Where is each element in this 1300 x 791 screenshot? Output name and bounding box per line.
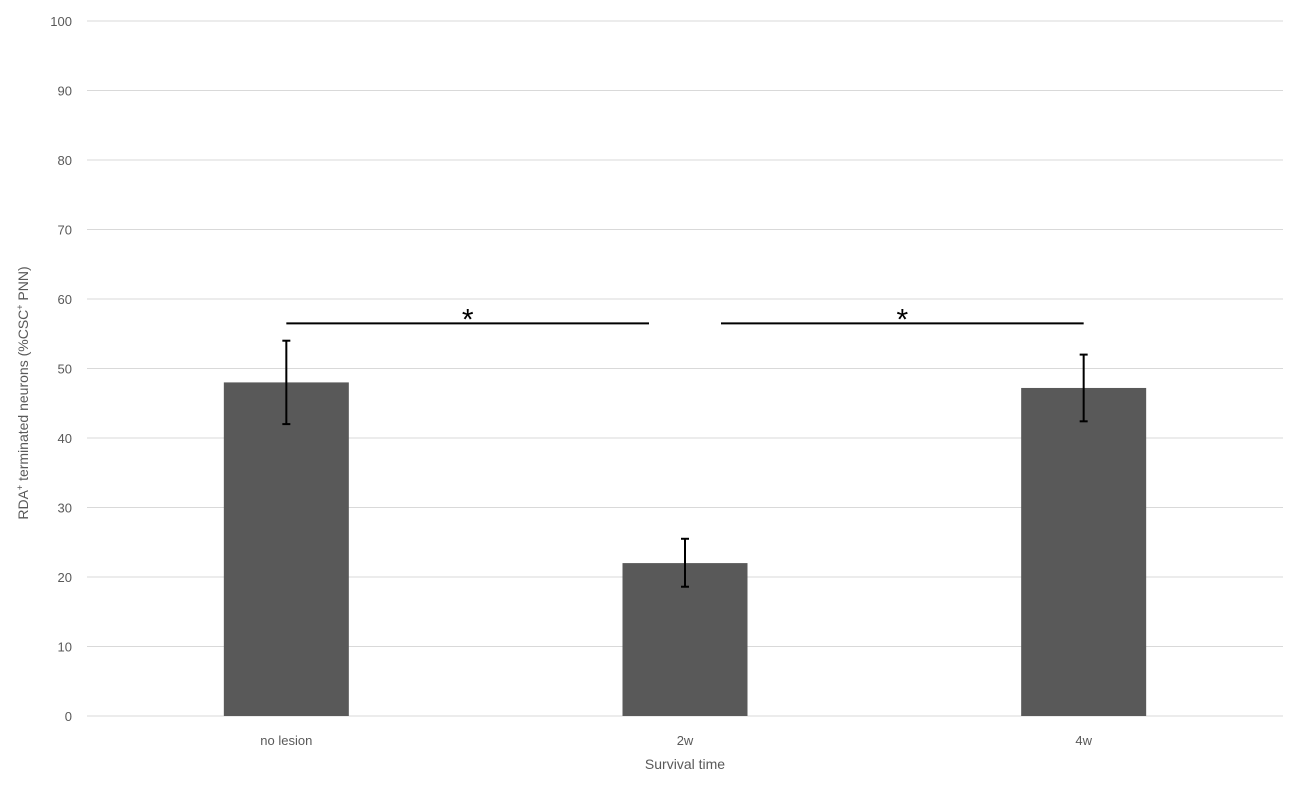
y-axis-title-part-2: terminated neurons (%CSC (15, 310, 31, 485)
y-tick-label: 10 (58, 640, 72, 655)
x-tick-label: no lesion (260, 733, 312, 748)
y-axis-title-sup-1: + (15, 485, 25, 490)
bar (622, 563, 748, 716)
y-tick-label: 40 (58, 431, 72, 446)
y-axis-title-sup-2: + (15, 304, 25, 309)
y-axis-title: RDA+ terminated neurons (%CSC+ PNN) (15, 266, 31, 519)
y-tick-label: 60 (58, 292, 72, 307)
y-axis-title-part-1: RDA (15, 489, 31, 519)
x-axis-title: Survival time (645, 756, 725, 772)
y-axis-title-part-3: PNN) (15, 266, 31, 304)
error-bars (282, 339, 1088, 588)
x-tick-label: 2w (677, 733, 694, 748)
y-tick-label: 80 (58, 153, 72, 168)
y-tick-label: 90 (58, 84, 72, 99)
y-tick-label: 30 (58, 501, 72, 516)
bar (223, 382, 349, 716)
significance-star: * (462, 303, 474, 336)
x-tick-label: 4w (1075, 733, 1092, 748)
bars (223, 382, 1147, 716)
y-tick-label: 20 (58, 570, 72, 585)
bar (1021, 387, 1147, 716)
y-axis-ticks: 0 10 20 30 40 50 60 70 80 90 100 (50, 14, 72, 724)
significance-markers: * * (286, 303, 1084, 336)
y-tick-label: 0 (65, 709, 72, 724)
y-tick-label: 70 (58, 223, 72, 238)
y-tick-label: 100 (50, 14, 72, 29)
significance-star: * (896, 303, 908, 336)
x-axis-ticks: no lesion 2w 4w (260, 733, 1092, 748)
y-tick-label: 50 (58, 362, 72, 377)
